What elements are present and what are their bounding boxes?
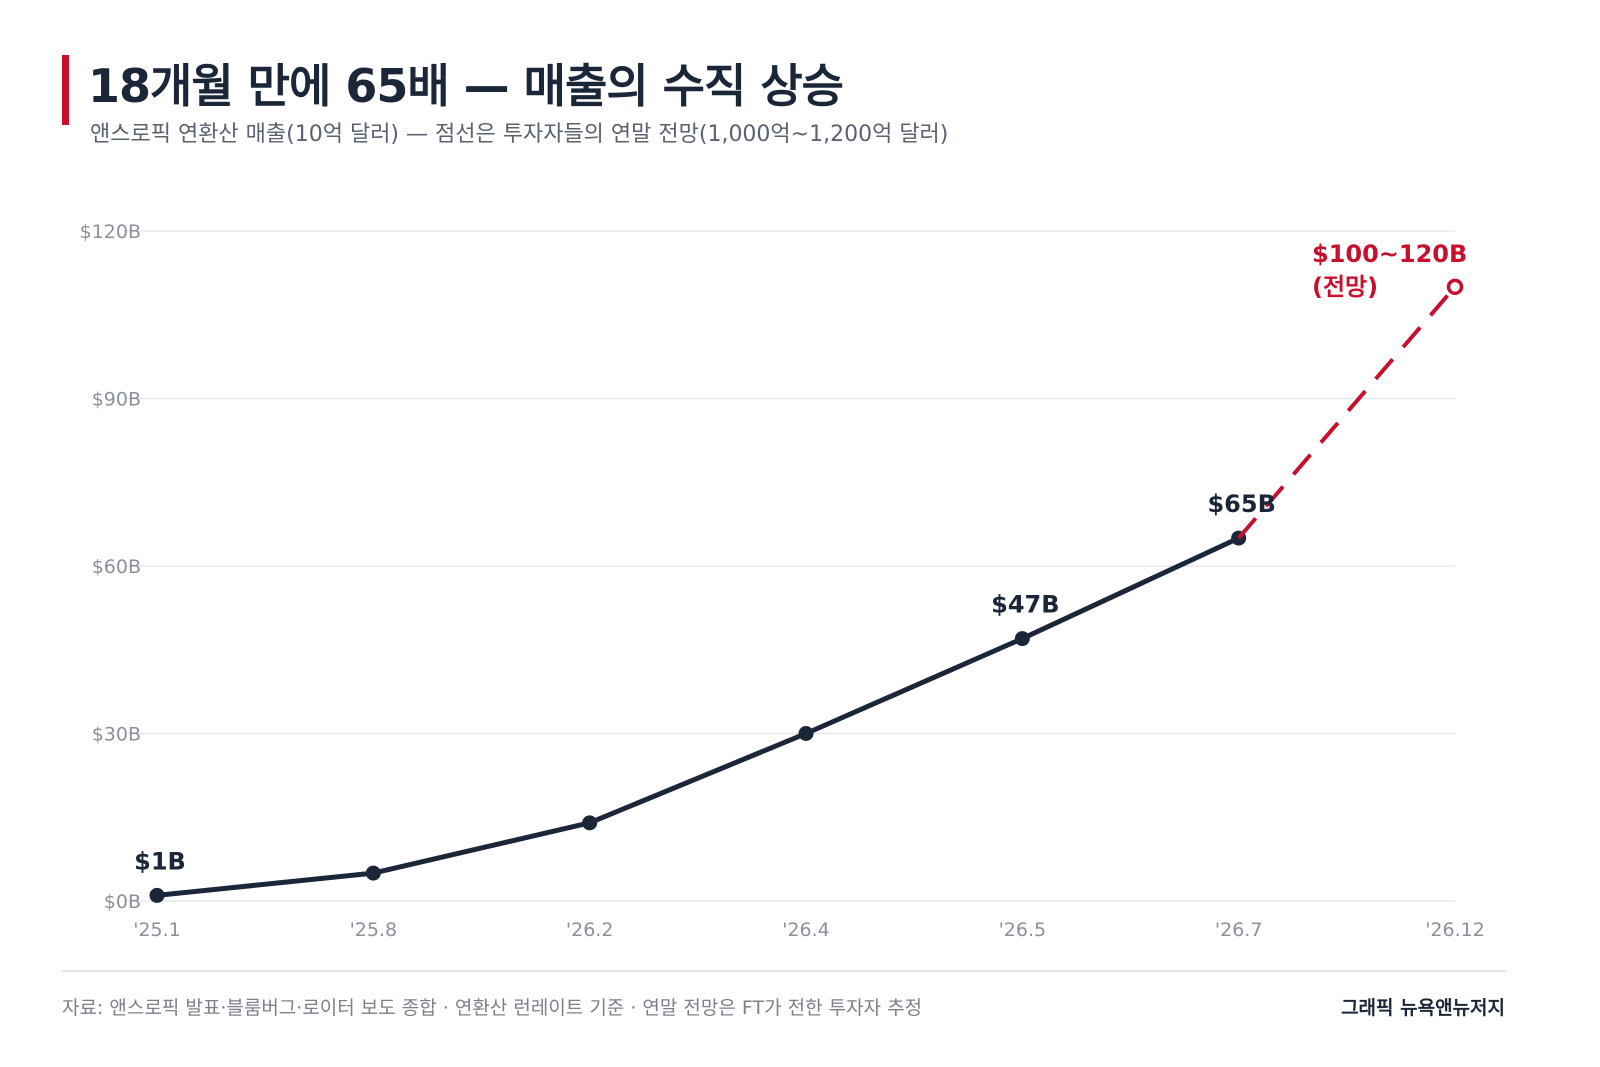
forecast-label: $100~120B <box>1312 240 1467 268</box>
x-tick-label: '26.7 <box>1215 919 1263 941</box>
x-tick-label: '26.12 <box>1425 919 1485 941</box>
y-tick-label: $0B <box>104 891 141 913</box>
graphic-credit: 그래픽 뉴욕앤뉴저지 <box>1341 997 1505 1019</box>
title-accent-bar <box>62 55 69 125</box>
revenue-point <box>798 726 814 741</box>
x-tick-label: '25.1 <box>133 919 181 941</box>
revenue-line <box>154 535 1242 898</box>
revenue-point <box>365 865 381 881</box>
chart-subtitle: 앤스로픽 연환산 매출(10억 달러) — 점선은 투자자들의 연말 전망(1,… <box>90 122 949 147</box>
data-label: $1B <box>134 847 186 875</box>
x-tick-label: '26.2 <box>566 919 614 941</box>
forecast-label-note: (전망) <box>1312 273 1378 301</box>
y-tick-label: $30B <box>92 724 141 746</box>
revenue-point <box>1014 631 1030 647</box>
forecast-point <box>1446 278 1464 296</box>
x-tick-label: '26.5 <box>999 919 1047 941</box>
source-note: 자료: 앤스로픽 발표·블룸버그·로이터 보도 종합 · 연환산 런레이트 기준… <box>62 997 923 1019</box>
data-label: $65B <box>1207 490 1275 518</box>
chart-title: 18개월 만에 65배 — 매출의 수직 상승 <box>88 59 844 113</box>
line-chart: $0B $30B $60B $90B $120B '25.1 '25.8 '26.2 '26.4… <box>80 221 1485 941</box>
x-tick-label: '26.4 <box>782 919 830 941</box>
y-tick-label: $120B <box>80 221 141 243</box>
revenue-point <box>582 815 598 831</box>
data-label: $47B <box>991 591 1059 619</box>
forecast-dashed-line <box>1237 285 1457 540</box>
y-tick-label: $90B <box>92 389 141 411</box>
x-tick-label: '25.8 <box>350 919 398 941</box>
footer-divider <box>62 970 1506 972</box>
y-tick-label: $60B <box>92 556 141 578</box>
revenue-point <box>149 887 165 903</box>
